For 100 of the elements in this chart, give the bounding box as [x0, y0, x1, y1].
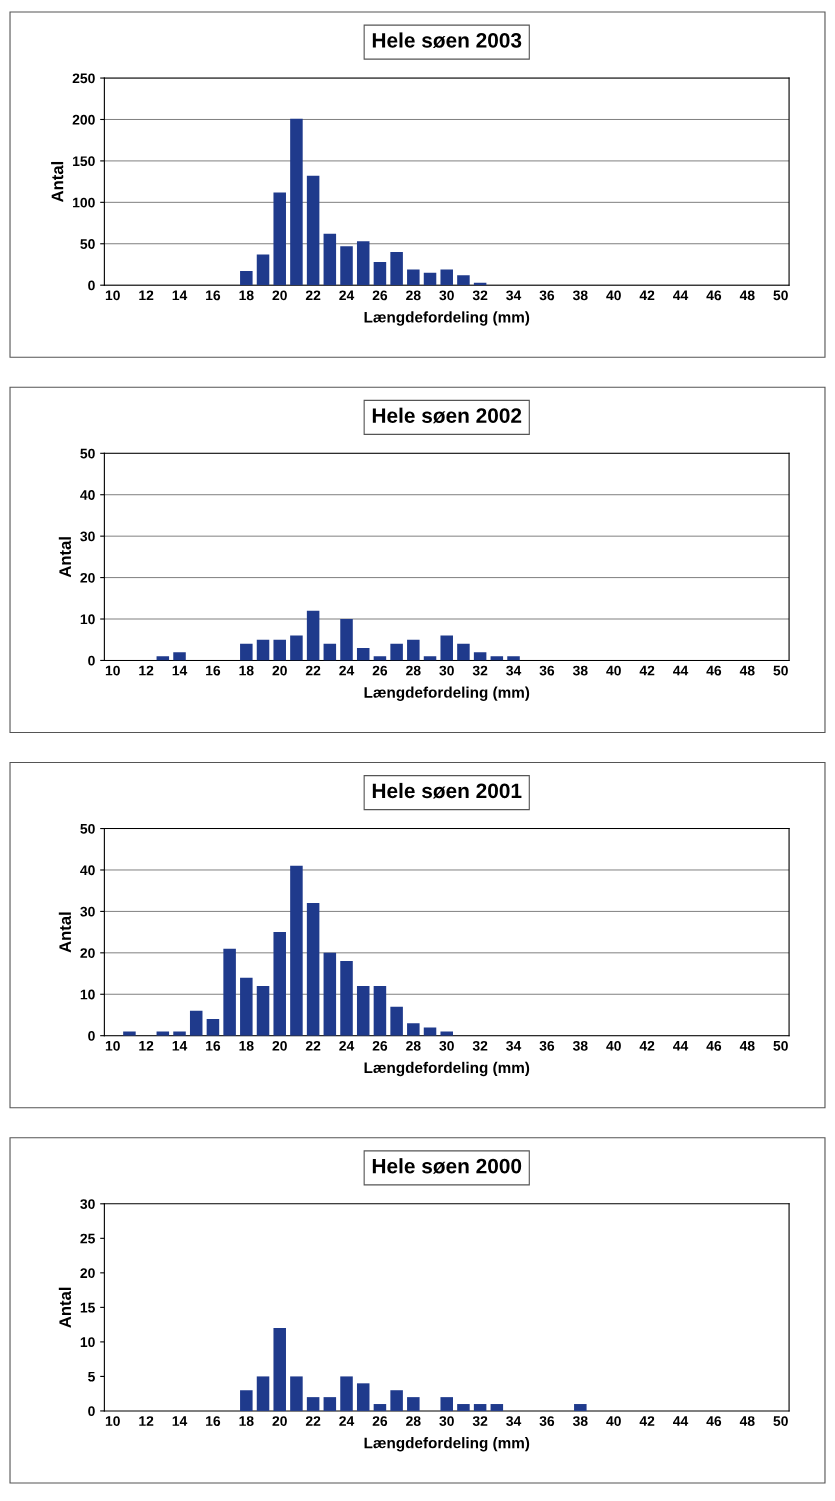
x-tick-label: 26 [372, 1416, 388, 1426]
bar [373, 985, 387, 1036]
x-tick-label: 30 [439, 290, 454, 301]
x-tick-label: 14 [172, 1416, 188, 1426]
x-tick-label: 24 [339, 665, 355, 676]
x-tick-label: 34 [506, 665, 522, 676]
y-tick-label: 40 [80, 490, 95, 500]
bar [407, 269, 420, 286]
x-tick-label: 30 [439, 665, 454, 676]
x-tick-label: 12 [139, 290, 154, 301]
bar [407, 639, 420, 661]
bar [273, 1328, 286, 1411]
bar [273, 639, 286, 661]
x-tick-label: 36 [539, 1416, 555, 1427]
y-tick-label: 50 [80, 823, 95, 834]
bar [457, 1404, 470, 1411]
x-tick-label: 20 [272, 290, 287, 301]
bar [256, 639, 270, 661]
x-tick-label: 34 [506, 1040, 522, 1051]
bar [356, 648, 370, 661]
x-tick-label: 16 [206, 665, 221, 676]
bar [240, 643, 253, 661]
x-tick-label: 32 [472, 665, 488, 676]
bar [457, 275, 470, 286]
bar [323, 952, 337, 1036]
bar [290, 118, 303, 286]
x-tick-label: 48 [739, 290, 755, 301]
y-tick-label: 30 [80, 906, 95, 917]
bar [507, 656, 520, 661]
bar [323, 233, 337, 286]
bar [290, 1376, 303, 1411]
bar [440, 635, 453, 661]
bar [340, 961, 353, 1036]
x-tick-label: 12 [139, 1416, 154, 1426]
bar [356, 241, 370, 286]
x-tick-label: 48 [739, 1040, 755, 1051]
x-tick-label: 24 [339, 290, 355, 301]
x-tick-label: 44 [673, 665, 689, 676]
x-tick-label: 36 [539, 290, 555, 301]
bar [490, 1404, 504, 1411]
bar [306, 175, 320, 286]
bar [423, 656, 437, 661]
bar [306, 610, 320, 661]
y-tick-label: 10 [80, 614, 95, 625]
x-tick-label: 48 [739, 1416, 755, 1426]
x-tick-label: 22 [305, 1416, 321, 1426]
y-tick-label: 20 [80, 948, 95, 958]
x-tick-label: 36 [539, 1040, 555, 1051]
x-tick-label: 14 [172, 1041, 188, 1051]
bar [256, 985, 270, 1036]
x-tick-label: 42 [639, 665, 655, 676]
x-tick-label: 28 [406, 665, 421, 676]
y-axis-title: Antal [58, 537, 72, 578]
x-tick-label: 14 [172, 665, 188, 676]
x-tick-label: 50 [773, 1040, 788, 1051]
y-tick-label: 10 [80, 1337, 95, 1348]
y-tick-label: 200 [72, 114, 95, 125]
bar [306, 1397, 320, 1411]
y-tick-label: 50 [80, 448, 95, 459]
x-tick-label: 50 [773, 665, 788, 676]
x-tick-label: 28 [406, 1416, 421, 1426]
chart-title: Hele søen 2001 [372, 782, 522, 799]
y-axis-title: Antal [58, 1287, 72, 1328]
y-tick-label: 150 [73, 156, 95, 167]
y-tick-label: 0 [88, 655, 95, 666]
x-tick-label: 18 [239, 665, 254, 676]
x-tick-label: 38 [572, 1040, 588, 1051]
bar [356, 1383, 370, 1411]
bar [423, 1027, 437, 1036]
x-tick-label: 24 [339, 1040, 355, 1051]
y-axis-title: Antal [58, 912, 72, 953]
x-tick-label: 16 [206, 1416, 221, 1426]
x-tick-label: 32 [472, 1416, 488, 1427]
chart-title: Hele søen 2000 [372, 1158, 522, 1174]
x-axis-title: Længdefordeling (mm) [364, 686, 530, 701]
chart-title: Hele søen 2002 [372, 407, 522, 424]
x-tick-label: 26 [372, 1040, 388, 1051]
bar [423, 272, 437, 286]
y-tick-label: 10 [80, 989, 95, 1000]
x-tick-label: 42 [639, 290, 655, 301]
x-tick-label: 38 [572, 665, 588, 676]
y-tick-label: 30 [80, 1199, 95, 1209]
x-tick-label: 46 [706, 665, 722, 676]
x-tick-label: 22 [305, 665, 321, 676]
x-tick-label: 12 [139, 665, 154, 676]
x-tick-label: 12 [139, 1040, 154, 1051]
x-tick-label: 44 [673, 1416, 689, 1426]
y-tick-label: 15 [80, 1302, 95, 1313]
x-tick-label: 32 [472, 1040, 488, 1051]
bar [490, 656, 504, 661]
x-tick-label: 36 [539, 665, 555, 676]
x-tick-label: 18 [239, 290, 254, 301]
bar [173, 652, 186, 661]
x-tick-label: 46 [706, 1040, 722, 1051]
x-tick-label: 40 [606, 290, 621, 301]
bar [206, 1019, 220, 1036]
x-tick-label: 10 [105, 290, 120, 301]
x-tick-label: 38 [572, 290, 588, 301]
x-tick-label: 26 [372, 290, 388, 301]
bar [290, 865, 303, 1036]
